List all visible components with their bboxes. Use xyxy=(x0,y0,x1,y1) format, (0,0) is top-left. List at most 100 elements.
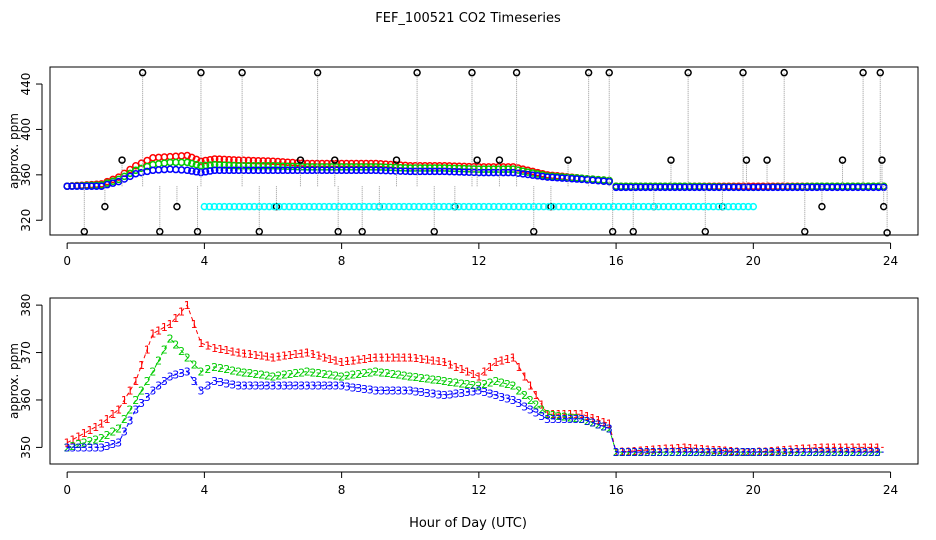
bottom-green-marker: 2 xyxy=(475,380,482,393)
bottom-green-marker: 2 xyxy=(92,433,99,446)
bottom-blue-marker: 3 xyxy=(172,369,179,382)
top-spike-point xyxy=(101,202,109,211)
top-blue-point xyxy=(244,166,253,175)
top-blue-point xyxy=(838,183,847,192)
top-green-point xyxy=(192,160,201,169)
top-blue-point xyxy=(666,183,674,192)
bottom-green-marker: 2 xyxy=(81,437,88,450)
top-green-point xyxy=(484,165,493,173)
bottom-red-marker: 1 xyxy=(211,342,218,355)
bottom-red-marker: 1 xyxy=(121,394,128,407)
bottom-green-marker: 2 xyxy=(787,446,794,459)
bottom-green-line xyxy=(67,337,884,453)
bottom-blue-marker: 3 xyxy=(498,391,505,404)
top-blue-point xyxy=(715,183,723,192)
top-cyan-point xyxy=(534,202,543,211)
top-blue-point xyxy=(720,183,728,192)
top-cyan-point xyxy=(475,202,483,211)
top-blue-point xyxy=(269,166,277,175)
top-cyan-point xyxy=(604,202,613,211)
top-blue-point xyxy=(651,183,660,192)
bottom-blue-marker: 3 xyxy=(167,370,174,383)
top-cyan-point xyxy=(300,202,308,211)
top-green-point xyxy=(362,163,370,171)
top-green-point xyxy=(230,161,238,170)
top-blue-point xyxy=(347,166,356,175)
bottom-red-marker: 1 xyxy=(172,312,179,325)
top-cyan-point xyxy=(749,202,758,211)
bottom-blue-marker: 3 xyxy=(98,441,105,454)
top-blue-point xyxy=(828,183,836,192)
bottom-blue-marker: 3 xyxy=(241,380,248,393)
bottom-blue-marker: 3 xyxy=(662,446,669,459)
top-cyan-point xyxy=(699,202,708,211)
top-blue-point xyxy=(869,183,878,192)
bottom-blue-marker: 3 xyxy=(806,446,813,459)
top-blue-point xyxy=(646,183,655,192)
top-green-point xyxy=(298,162,307,171)
bottom-blue-marker: 3 xyxy=(132,403,139,416)
bottom-red-marker: 1 xyxy=(638,444,645,457)
bottom-red-marker: 1 xyxy=(361,353,368,366)
bottom-red-marker: 1 xyxy=(109,408,116,421)
bottom-blue-marker: 3 xyxy=(638,446,645,459)
bottom-green-marker: 2 xyxy=(806,446,813,459)
top-red-point xyxy=(337,159,346,168)
top-spike-point xyxy=(878,156,886,164)
bottom-red-marker: 1 xyxy=(452,361,459,374)
top-green-point xyxy=(470,165,478,173)
top-blue-point xyxy=(754,183,762,192)
bottom-red-marker: 1 xyxy=(132,375,139,388)
top-cyan-point xyxy=(370,202,378,211)
bottom-blue-marker: 3 xyxy=(787,446,794,459)
top-spike-point xyxy=(331,156,339,164)
top-blue-point xyxy=(563,174,571,183)
top-blue-point xyxy=(514,169,522,177)
bottom-green-marker: 2 xyxy=(855,446,862,459)
bottom-blue-marker: 3 xyxy=(573,413,580,426)
top-green-point xyxy=(450,164,459,173)
bottom-red-marker: 1 xyxy=(458,363,465,376)
bottom-green-marker: 2 xyxy=(321,368,328,381)
top-cyan-point xyxy=(210,202,219,211)
bottom-green-marker: 2 xyxy=(264,369,271,382)
top-y-axis-label: approx. ppm xyxy=(7,113,21,189)
bottom-green-marker: 2 xyxy=(424,373,431,386)
top-blue-point xyxy=(426,167,434,176)
bottom-blue-marker: 3 xyxy=(109,438,116,451)
top-cyan-point xyxy=(430,202,438,211)
bottom-blue-marker: 3 xyxy=(235,380,242,393)
top-blue-point xyxy=(396,167,405,175)
bottom-blue-marker: 3 xyxy=(447,388,454,401)
bottom-green-marker: 2 xyxy=(395,369,402,382)
bottom-blue-marker: 3 xyxy=(687,446,694,459)
top-blue-point xyxy=(430,167,439,176)
bottom-blue-marker: 3 xyxy=(693,446,700,459)
bottom-red-marker: 1 xyxy=(818,441,825,454)
bottom-blue-marker: 3 xyxy=(287,380,294,393)
top-ticks: 0 4 8 12 16 20 24 320 360 400 440 xyxy=(19,73,898,268)
top-red-point xyxy=(367,159,375,168)
bottom-green-marker: 2 xyxy=(132,394,139,407)
top-red-point xyxy=(288,158,297,167)
top-spike-point xyxy=(818,202,826,211)
bottom-green-marker: 2 xyxy=(464,378,471,391)
top-cyan-point xyxy=(375,202,383,211)
bottom-red-marker: 1 xyxy=(793,443,800,456)
bottom-red-marker: 1 xyxy=(527,380,534,393)
bottom-blue-marker: 3 xyxy=(161,375,168,388)
bottom-red-marker: 1 xyxy=(669,442,676,455)
bottom-green-marker: 2 xyxy=(625,446,632,459)
top-green-point xyxy=(332,163,341,171)
bottom-green-marker: 2 xyxy=(315,367,322,380)
bottom-green-marker: 2 xyxy=(161,343,168,356)
top-red-point xyxy=(201,156,210,165)
bottom-red-marker: 1 xyxy=(812,442,819,455)
top-cyan-point xyxy=(220,202,229,211)
top-blue-point xyxy=(274,166,282,175)
bottom-blue-marker: 3 xyxy=(504,392,511,405)
top-cyan-point xyxy=(709,202,718,211)
top-green-point xyxy=(494,165,503,173)
bottom-green-marker: 2 xyxy=(567,411,574,424)
top-blue-point xyxy=(201,168,210,176)
